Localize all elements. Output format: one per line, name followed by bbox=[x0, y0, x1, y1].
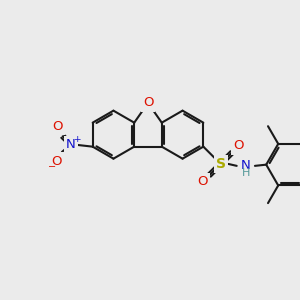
Text: N: N bbox=[241, 159, 251, 172]
Text: O: O bbox=[52, 120, 63, 133]
Text: S: S bbox=[216, 157, 226, 171]
Text: +: + bbox=[73, 135, 81, 144]
Text: O: O bbox=[51, 154, 62, 168]
Text: O: O bbox=[143, 97, 153, 110]
Text: −: − bbox=[48, 162, 56, 172]
Text: N: N bbox=[66, 138, 76, 151]
Text: H: H bbox=[242, 168, 250, 178]
Text: O: O bbox=[233, 140, 244, 152]
Text: O: O bbox=[197, 176, 208, 188]
